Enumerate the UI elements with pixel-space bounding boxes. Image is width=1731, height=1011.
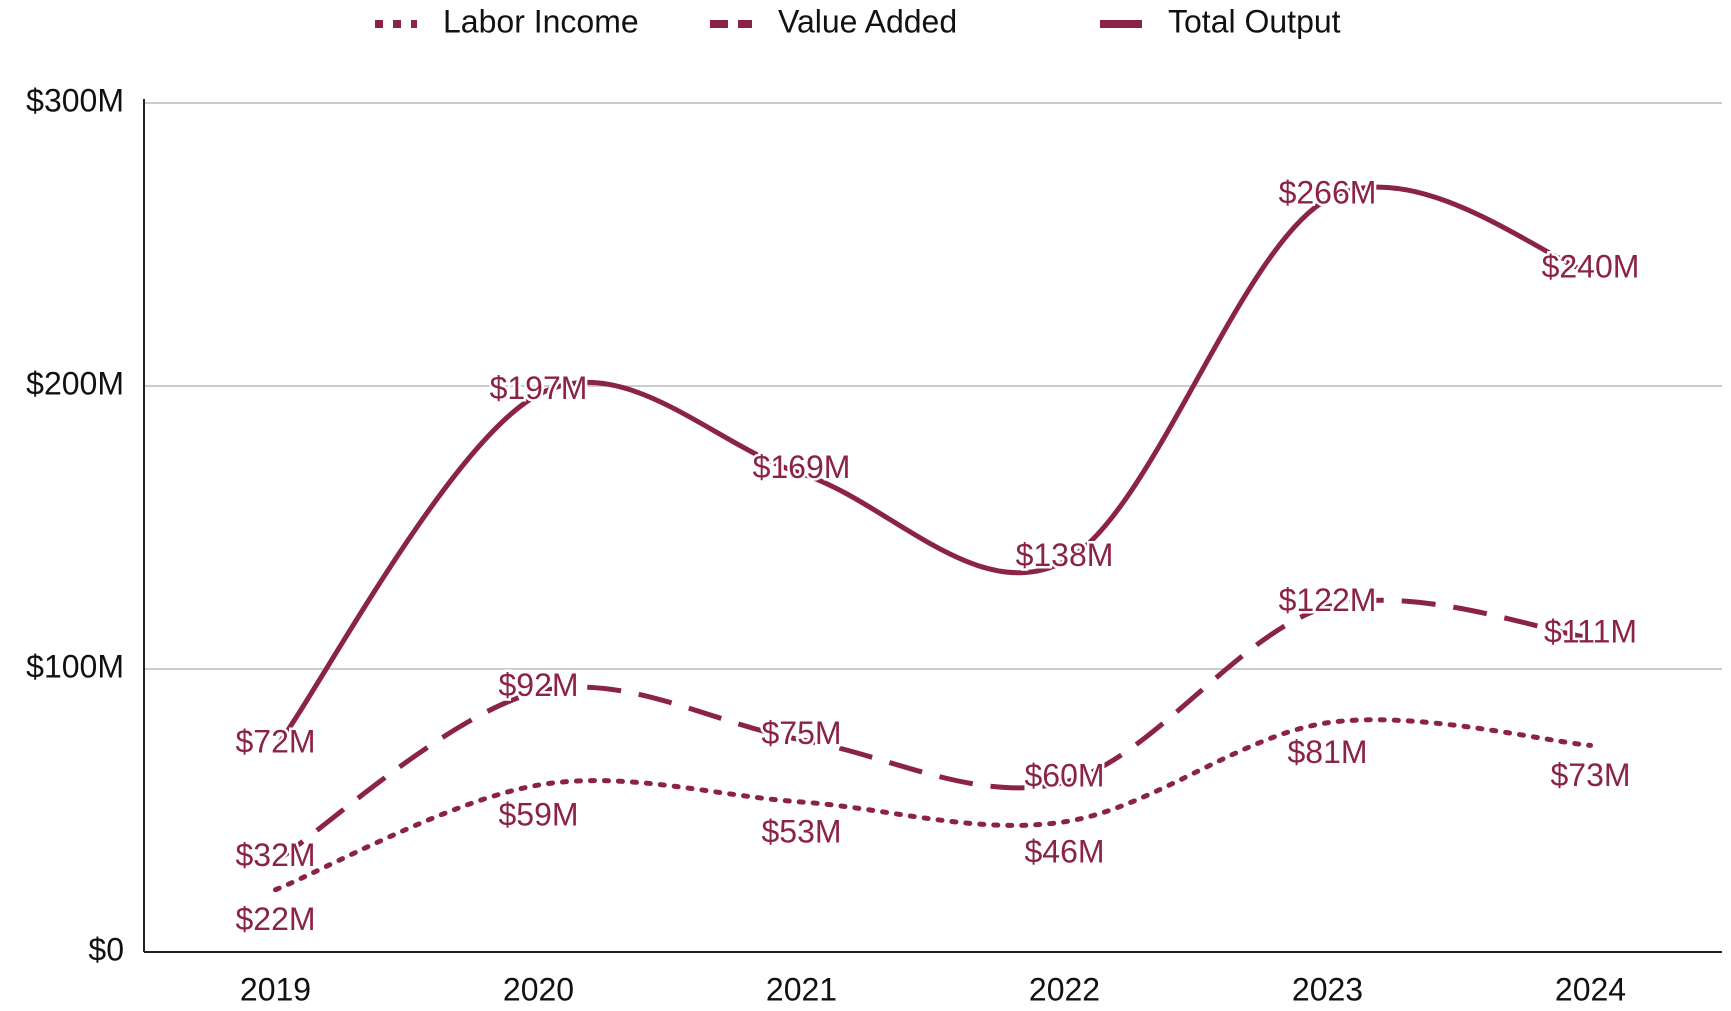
line: [274, 597, 1591, 864]
x-tick-label: 2019: [240, 971, 311, 1007]
legend-label: Total Output: [1168, 3, 1341, 39]
y-tick-label: $100M: [26, 648, 124, 684]
y-tick-label: $0: [88, 931, 124, 967]
data-label: $53M: [761, 813, 841, 849]
y-tick-label: $300M: [26, 82, 124, 118]
data-label: $73M: [1550, 757, 1630, 793]
y-tick-label: $200M: [26, 365, 124, 401]
line: [273, 184, 1592, 750]
data-label: $197M: [490, 370, 588, 406]
data-label: $266M: [1279, 175, 1377, 211]
data-label: $111M: [1544, 613, 1637, 649]
data-label: $81M: [1287, 734, 1367, 770]
legend-label: Labor Income: [443, 3, 639, 39]
data-label: $60M: [1024, 758, 1104, 794]
data-label: $138M: [1016, 537, 1114, 573]
x-tick-label: 2024: [1555, 971, 1626, 1007]
data-label: $46M: [1024, 833, 1104, 869]
data-label: $22M: [235, 901, 315, 937]
line: [273, 717, 1593, 893]
data-label: $122M: [1279, 582, 1377, 618]
legend-label: Value Added: [778, 3, 957, 39]
x-tick-label: 2021: [766, 971, 837, 1007]
data-label: $59M: [498, 796, 578, 832]
x-tick-label: 2022: [1029, 971, 1100, 1007]
data-label: $169M: [753, 449, 851, 485]
data-label: $72M: [235, 724, 315, 760]
data-label: $75M: [761, 715, 841, 751]
data-label: $32M: [235, 837, 315, 873]
x-tick-label: 2020: [503, 971, 574, 1007]
x-tick-label: 2023: [1292, 971, 1363, 1007]
data-label: $92M: [498, 667, 578, 703]
data-label: $240M: [1542, 248, 1640, 284]
